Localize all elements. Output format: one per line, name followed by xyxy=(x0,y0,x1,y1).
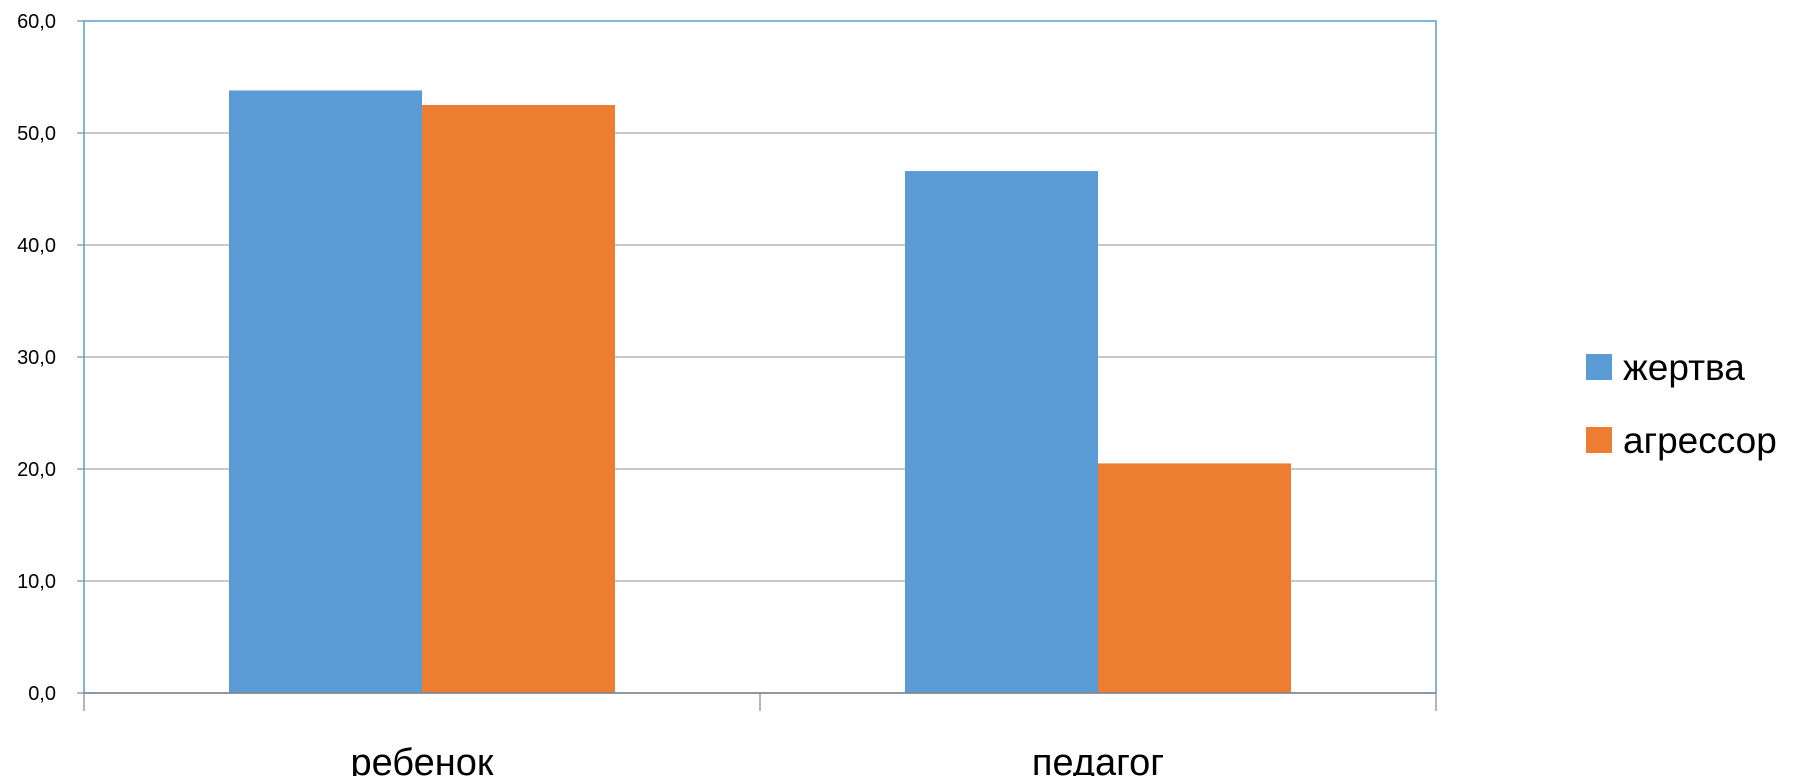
bar-жертва-педагог xyxy=(905,171,1098,693)
y-tick-label: 40,0 xyxy=(17,235,56,257)
axes: 0,0 10,0 20,0 30,0 40,0 50,0 60,0 ребенок педаго… xyxy=(17,11,1437,776)
bar-агрессор-ребенок xyxy=(422,105,615,693)
y-tick-label: 60,0 xyxy=(17,11,56,33)
bar-жертва-ребенок xyxy=(229,90,422,693)
bar-агрессор-педагог xyxy=(1098,463,1291,693)
legend-label: жертва xyxy=(1623,347,1745,388)
x-category-label: ребенок xyxy=(350,742,493,776)
y-tick-label: 30,0 xyxy=(17,347,56,369)
legend-swatch xyxy=(1586,354,1612,380)
y-tick-label: 50,0 xyxy=(17,123,56,145)
y-tick-label: 0,0 xyxy=(28,683,56,705)
x-category-label: педагог xyxy=(1032,742,1164,776)
bars xyxy=(229,90,1291,693)
legend-label: агрессор xyxy=(1623,420,1777,461)
legend-swatch xyxy=(1586,427,1612,453)
legend: жертва агрессор xyxy=(1586,347,1777,461)
y-tick-label: 10,0 xyxy=(17,571,56,593)
y-tick-label: 20,0 xyxy=(17,459,56,481)
